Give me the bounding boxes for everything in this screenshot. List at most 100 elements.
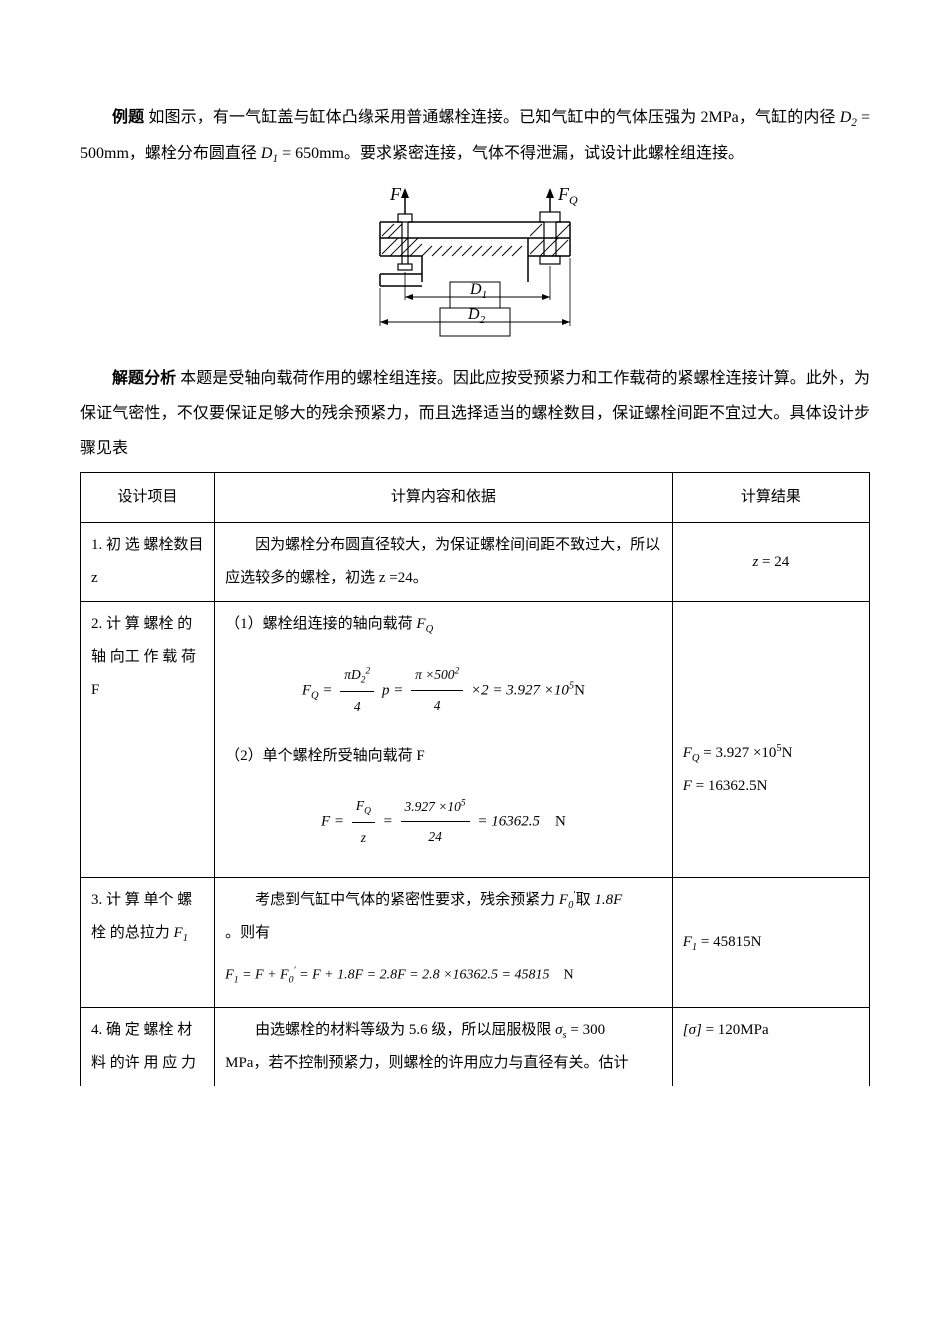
f1-num1-sub: 2 [361,675,366,685]
r2r1-unit: N [782,745,793,761]
f2-den1: z [352,823,375,853]
row1-result-val: 24 [774,554,789,570]
f1-num1-sup: 2 [365,666,370,676]
example-heading: 例题 [112,109,144,126]
intro-text-1: 如图示，有一气缸盖与缸体凸缘采用普通螺栓连接。已知气缸中的气体压强为 2MPa，… [148,109,839,126]
table-row-3: 3. 计 算 单个 螺 栓 的总拉力 F1 考虑到气缸中气体的紧密性要求，残余预… [81,877,870,1008]
analysis-heading: 解题分析 [112,370,176,387]
f2-unit: N [555,813,566,829]
row2-fq-var: F [416,616,425,632]
f1-den2: 4 [411,691,463,721]
row2-line1: （1）螺栓组连接的轴向载荷 FQ [225,608,662,641]
row4-content: 由选螺栓的材料等级为 5.6 级，所以屈服极限 σs = 300 MPa，若不控… [215,1008,673,1087]
d2-val: 500mm，螺栓分布圆直径 [80,145,261,162]
f2-eq2: = [379,813,397,829]
analysis-text: 本题是受轴向载荷作用的螺栓组连接。因此应按受预紧力和工作载荷的紧螺栓连接计算。此… [80,370,870,457]
r3r-val: 45815N [713,934,761,950]
f2-den2: 24 [401,822,470,852]
row3-take: 取 [576,892,595,908]
r2r1-var: F [683,745,692,761]
r3f-eq1: = F + F [239,968,289,983]
table-row-2: 2. 计 算 螺栓 的 轴 向工 作 载 荷F （1）螺栓组连接的轴向载荷 FQ… [81,602,870,877]
row3-item-var: F [174,925,183,941]
f1-num1: πD [344,667,361,682]
r4r-var: [σ] [683,1022,702,1038]
row4-item: 4. 确 定 螺栓 材 料 的许 用 应 力 [81,1008,215,1087]
f1-sub: Q [311,690,319,701]
row3-item-sub: 1 [183,933,188,944]
f2-num1: F [356,798,364,813]
label-f: F [389,184,402,204]
r2r2-val: 16362.5N [708,778,768,794]
f1-num2: π ×500 [415,667,455,682]
row4-sigma-eq: = 300 [567,1022,605,1038]
diagram-svg: F FQ [310,182,640,342]
row3-f0-var: F [559,892,568,908]
r3r-eq: = [697,934,713,950]
row2-result2: F = 16362.5N [683,770,859,803]
row2-fq-sub: Q [426,624,434,635]
f1-p: p = [378,682,407,698]
row4-sigma-var: σ [555,1022,562,1038]
row3-line1: 考虑到气缸中气体的紧密性要求，残余预紧力 F0′取 1.8F [225,884,662,917]
row3-item: 3. 计 算 单个 螺 栓 的总拉力 F1 [81,877,215,1008]
d2-var: D [840,109,852,126]
row2-line1-text: （1）螺栓组连接的轴向载荷 [225,616,416,632]
row2-item: 2. 计 算 螺栓 的 轴 向工 作 载 荷F [81,602,215,877]
table-row-4: 4. 确 定 螺栓 材 料 的许 用 应 力 由选螺栓的材料等级为 5.6 级，… [81,1008,870,1087]
f1-tail: ×2 = 3.927 ×10 [467,682,569,698]
cylinder-diagram: F FQ [80,182,870,355]
r2r2-eq: = [692,778,708,794]
row3-result: F1 = 45815N [672,877,869,1008]
f1-den1: 4 [340,692,374,722]
analysis-paragraph: 解题分析 本题是受轴向载荷作用的螺栓组连接。因此应按受预紧力和工作载荷的紧螺栓连… [80,361,870,467]
d1-val: 650mm。要求紧密连接，气体不得泄漏，试设计此螺栓组连接。 [295,145,744,162]
r2r1-sub: Q [692,753,700,764]
row3-f0-sub: 0 [568,900,573,911]
r2r1-eq: = 3.927 ×10 [700,745,777,761]
f1-unit: N [574,682,585,698]
row1-result: z = 24 [672,523,869,602]
row4-result: [σ] = 120MPa [672,1008,869,1087]
row2-result: FQ = 3.927 ×105N F = 16362.5N [672,602,869,877]
d1-var: D [261,145,273,162]
table-row-1: 1. 初 选 螺栓数目 z 因为螺栓分布圆直径较大，为保证螺栓间间距不致过大，所… [81,523,870,602]
label-fq: FQ [557,184,578,207]
row3-content: 考虑到气缸中气体的紧密性要求，残余预紧力 F0′取 1.8F 。则有 F1 = … [215,877,673,1008]
header-result: 计算结果 [672,473,869,523]
design-table: 设计项目 计算内容和依据 计算结果 1. 初 选 螺栓数目 z 因为螺栓分布圆直… [80,472,870,1086]
row3-val18: 1.8F [594,892,622,908]
row3-line1-text: 考虑到气缸中气体的紧密性要求，残余预紧力 [225,892,559,908]
f2-lhs: F = [321,813,348,829]
row2-formula1: FQ = πD224 p = π ×50024 ×2 = 3.927 ×105N [225,642,662,740]
r3f-f: F [225,968,234,983]
header-item: 设计项目 [81,473,215,523]
f2-num1-sub: Q [364,806,371,816]
r3f-unit: N [564,968,574,983]
label-d1: D1 [469,281,487,301]
row4-line2: MPa，若不控制预紧力，则螺栓的许用应力与直径有关。估计 [225,1047,662,1080]
row3-formula: F1 = F + F0′ = F + 1.8F = 2.8F = 2.8 ×16… [225,950,662,1001]
row2-result1: FQ = 3.927 ×105N [683,737,859,770]
r3r-var: F [683,934,692,950]
f2-num2: 3.927 ×10 [405,799,461,814]
row1-item: 1. 初 选 螺栓数目 z [81,523,215,602]
table-header-row: 设计项目 计算内容和依据 计算结果 [81,473,870,523]
row2-formula2: F = FQz = 3.927 ×105 24 = 16362.5 N [225,773,662,871]
r3f-rest: = F + 1.8F = 2.8F = 2.8 ×16362.5 = 45815 [296,968,550,983]
f2-tail: = 16362.5 [474,813,540,829]
row2-item-text: 2. 计 算 螺栓 的 轴 向工 作 载 荷F [91,616,196,698]
row3-line2: 。则有 [225,917,662,950]
row2-content: （1）螺栓组连接的轴向载荷 FQ FQ = πD224 p = π ×50024… [215,602,673,877]
f1-lhs: F [302,682,311,698]
header-content: 计算内容和依据 [215,473,673,523]
row4-line1-text: 由选螺栓的材料等级为 5.6 级，所以屈服极限 [225,1022,555,1038]
r4r-eq: = [702,1022,718,1038]
f1-num2-sup: 2 [455,667,460,677]
r4r-val: 120MPa [718,1022,769,1038]
f2-num2-sup: 5 [461,798,466,808]
row2-line2: （2）单个螺栓所受轴向载荷 F [225,740,662,773]
row1-result-eq: = [758,554,774,570]
label-d2: D2 [467,306,486,326]
d1-eq: = [278,145,295,162]
